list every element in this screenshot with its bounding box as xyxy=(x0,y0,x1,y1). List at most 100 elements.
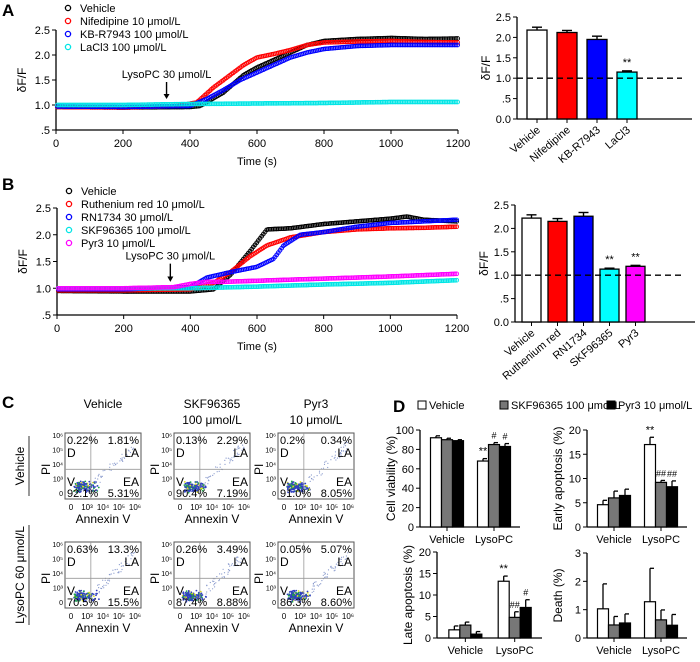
cell-event xyxy=(291,600,294,603)
data-point xyxy=(342,275,348,281)
bar xyxy=(573,215,594,323)
cell-event xyxy=(100,476,102,478)
data-point xyxy=(229,284,235,290)
data-point xyxy=(319,100,325,106)
data-point xyxy=(422,272,428,278)
data-point xyxy=(267,277,273,283)
quadrant-label: D xyxy=(280,446,289,460)
data-point xyxy=(429,278,435,284)
flow-plot: 0.63% 13.3%70.5% 15.5%D LAV EA10⁶10⁵10⁴10³00… xyxy=(39,541,142,635)
cell-event xyxy=(74,591,77,593)
cell-event xyxy=(214,586,216,588)
cell-event xyxy=(340,561,342,563)
cell-event xyxy=(120,562,122,564)
cell-event xyxy=(122,565,124,567)
cell-event xyxy=(242,448,244,450)
legend-label: Ruthenium red 10 μmol/L xyxy=(81,199,205,211)
data-point xyxy=(422,225,428,231)
percent-late-apoptosis: 1.81% xyxy=(108,435,139,447)
series-4 xyxy=(55,271,460,291)
cell-event xyxy=(196,481,199,483)
x-tick-label: 10⁵ xyxy=(222,612,234,621)
data-point xyxy=(341,100,347,106)
cell-event xyxy=(109,463,111,465)
cell-event xyxy=(293,597,296,600)
data-point xyxy=(262,278,268,283)
data-point xyxy=(394,280,400,285)
cell-event xyxy=(299,481,302,483)
cell-event xyxy=(240,557,242,559)
cell-event xyxy=(208,480,210,482)
y-tick-label: 2.0 xyxy=(494,223,509,235)
cell-event xyxy=(76,591,79,594)
data-point xyxy=(354,100,360,105)
cell-event xyxy=(76,486,79,489)
data-point xyxy=(426,99,432,105)
y-tick-label: 10⁴ xyxy=(161,571,172,578)
data-point xyxy=(348,44,353,49)
flow-plot: 0.13% 2.29%90.4% 7.19%D LAV EA10⁶10⁵10⁴10³00… xyxy=(148,432,251,526)
data-point xyxy=(347,275,353,281)
data-point xyxy=(173,101,179,107)
data-point xyxy=(407,219,413,225)
cell-event xyxy=(292,483,295,486)
cell-event xyxy=(123,457,126,459)
data-point xyxy=(428,99,434,105)
y-tick-label: 10⁵ xyxy=(161,557,172,564)
cell-event xyxy=(83,482,86,485)
data-point xyxy=(237,278,243,284)
x-axis-label: Annexin V xyxy=(289,512,344,526)
quadrant-label: V xyxy=(280,475,288,489)
cell-event xyxy=(188,599,191,601)
data-point xyxy=(334,220,340,226)
data-point xyxy=(433,99,439,105)
y-tick-label: 10⁶ xyxy=(161,433,172,440)
cell-event xyxy=(110,469,112,471)
data-point xyxy=(448,42,454,48)
cell-event xyxy=(327,466,329,469)
y-tick-label: 15 xyxy=(569,449,581,461)
data-point xyxy=(200,101,206,107)
data-point xyxy=(264,283,270,289)
cell-event xyxy=(302,487,304,490)
data-point xyxy=(332,281,338,287)
cell-event xyxy=(320,474,322,476)
cell-event xyxy=(288,591,291,593)
data-point xyxy=(312,282,318,288)
data-point xyxy=(162,285,168,290)
quadrant-label: V xyxy=(67,475,75,489)
percent-viable: 91.0% xyxy=(280,488,311,500)
cell-event xyxy=(97,486,100,489)
data-point xyxy=(240,101,246,106)
data-point xyxy=(212,279,218,285)
series-3 xyxy=(54,99,461,108)
cell-event xyxy=(131,552,133,554)
cell-event xyxy=(185,596,188,599)
x-tick-label: 1000 xyxy=(379,138,403,150)
cell-event xyxy=(80,485,83,488)
cell-event xyxy=(125,453,127,455)
cell-event xyxy=(236,557,238,559)
y-axis-label: PI xyxy=(39,573,53,584)
cell-event xyxy=(189,488,192,491)
data-point xyxy=(412,225,418,231)
cell-event xyxy=(192,486,195,489)
significance-label: ** xyxy=(631,251,640,263)
significance-label: ** xyxy=(499,563,508,575)
cell-event xyxy=(79,594,81,597)
bar xyxy=(487,443,501,528)
legend-label: Pyr3 10 μmol/L xyxy=(618,400,692,412)
cell-event xyxy=(189,484,192,487)
x-tick-label: Vehicle xyxy=(596,534,631,546)
data-point xyxy=(142,285,148,291)
cell-event xyxy=(308,476,310,478)
cell-event xyxy=(290,484,292,486)
data-point xyxy=(386,99,392,105)
data-point xyxy=(434,272,440,277)
cell-event xyxy=(331,455,333,457)
cell-event xyxy=(186,594,188,597)
data-point xyxy=(414,225,420,231)
data-point xyxy=(447,217,453,223)
data-point xyxy=(117,285,123,291)
cell-event xyxy=(345,557,347,559)
